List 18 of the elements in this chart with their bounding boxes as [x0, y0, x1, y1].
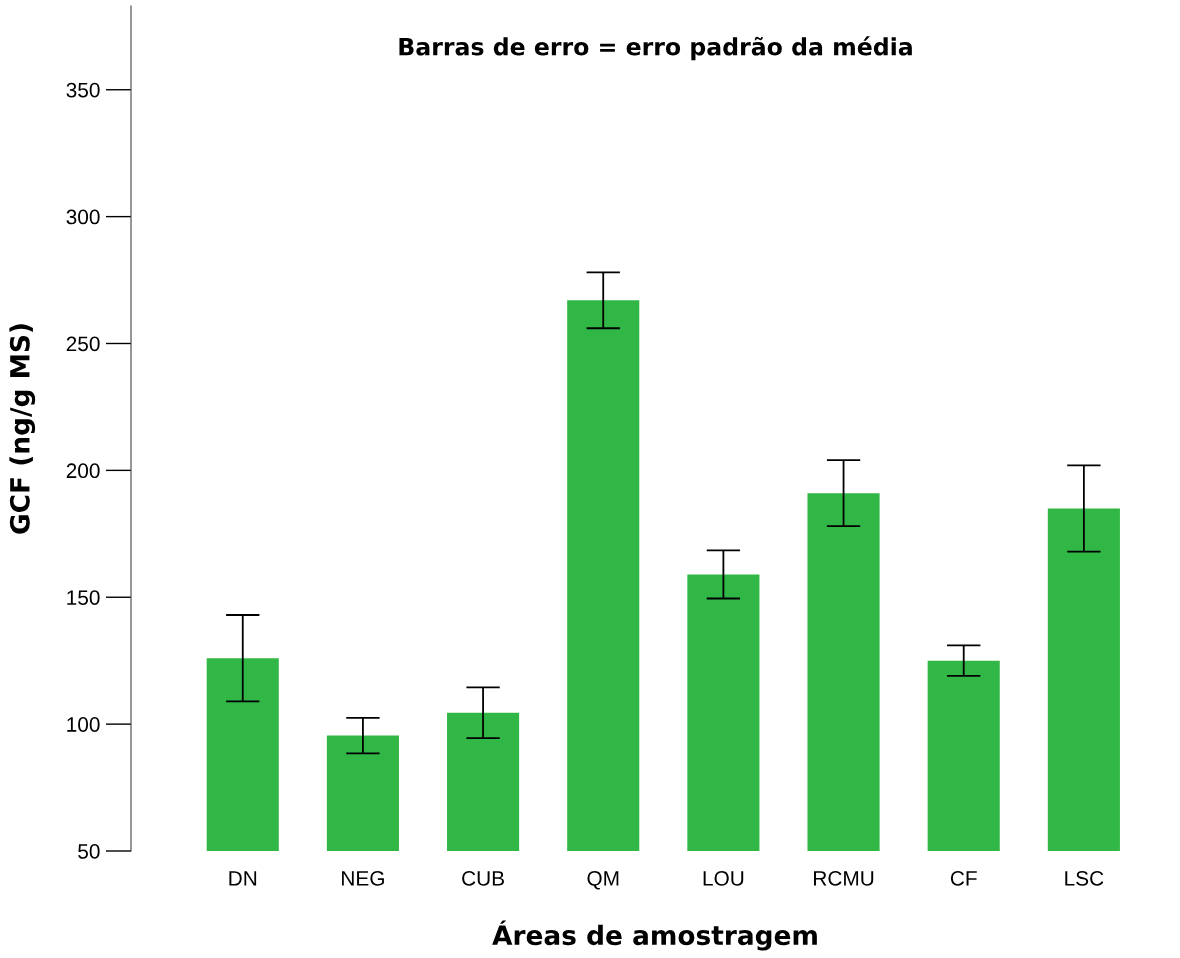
x-tick-label: CF — [950, 870, 977, 886]
y-tick-label: 250 — [66, 336, 100, 352]
x-tick-label: CUB — [462, 870, 504, 886]
x-tick-label: NEG — [342, 870, 384, 886]
x-tick-label: DN — [229, 871, 257, 886]
y-axis-title: GCF (ng/g MS) — [9, 324, 36, 534]
x-tick-label: LOU — [703, 870, 744, 886]
y-tick-label: 50 — [78, 844, 100, 859]
x-axis-title: Áreas de amostragem — [492, 920, 817, 951]
y-tick-label: 150 — [67, 590, 100, 605]
x-tick-label: QM — [587, 870, 619, 890]
x-tick-label: RCMU — [814, 870, 874, 886]
y-tick-label: 350 — [66, 82, 100, 98]
y-tick-label: 200 — [66, 463, 100, 479]
x-tick-label: LSC — [1065, 870, 1104, 886]
y-tick-label: 300 — [66, 209, 100, 225]
y-tick-label: 100 — [67, 717, 100, 732]
text: Barras de erro = erro padrão da média — [399, 36, 912, 61]
